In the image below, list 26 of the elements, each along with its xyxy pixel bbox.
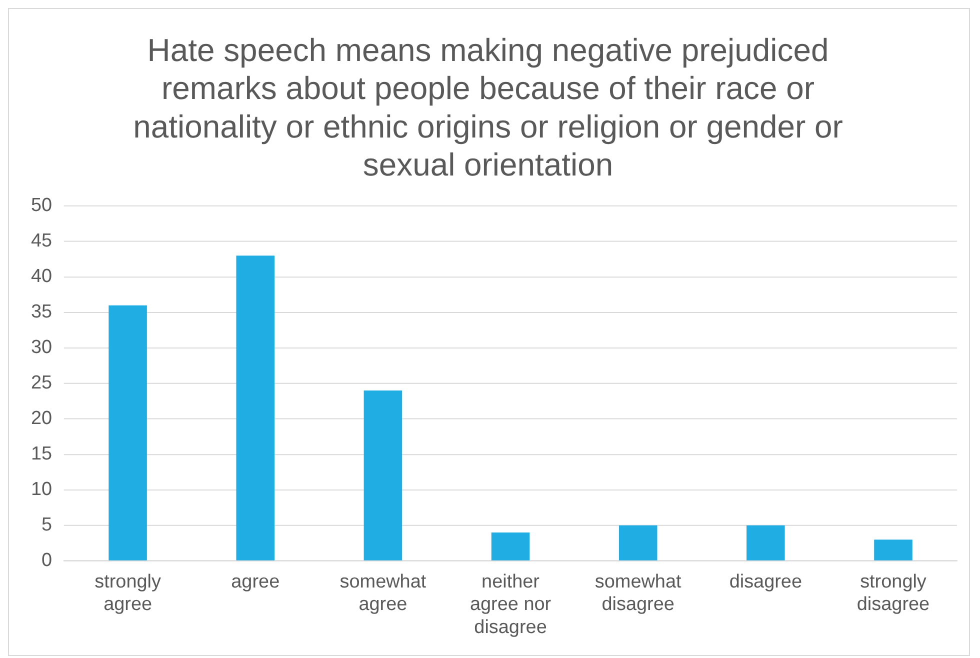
y-tick-label: 25: [30, 372, 52, 394]
y-tick-label: 50: [30, 195, 52, 216]
x-tick-label: agree: [231, 571, 280, 592]
y-tick-label: 45: [30, 230, 52, 252]
y-tick-label: 15: [30, 444, 52, 465]
y-tick-label: 20: [30, 408, 52, 430]
y-tick-label: 0: [41, 550, 52, 572]
bar: [236, 256, 275, 560]
y-tick-label: 10: [30, 479, 52, 500]
bar: [491, 532, 530, 560]
x-tick-label: neither agree nor disagree: [470, 571, 552, 638]
x-tick-label: strongly disagree: [856, 571, 930, 616]
y-tick-label: 40: [30, 266, 52, 288]
y-tick-label: 30: [30, 337, 52, 358]
y-tick-label: 35: [30, 302, 52, 323]
x-tick-label: somewhat agree: [340, 571, 427, 616]
x-tick-label: disagree: [729, 571, 802, 592]
chart-title: Hate speech means making negative prejudiced remarks about people because of their race or nationality or ethnic origins or religion or gender or sexual orientation: [133, 32, 844, 183]
x-tick-label: somewhat disagree: [594, 571, 682, 616]
x-tick-label: strongly agree: [94, 571, 162, 616]
bar: [618, 525, 658, 560]
bar: [108, 305, 147, 560]
bar: [746, 525, 785, 560]
bar: [364, 390, 402, 560]
bar: [874, 540, 912, 560]
y-tick-label: 5: [41, 514, 52, 536]
